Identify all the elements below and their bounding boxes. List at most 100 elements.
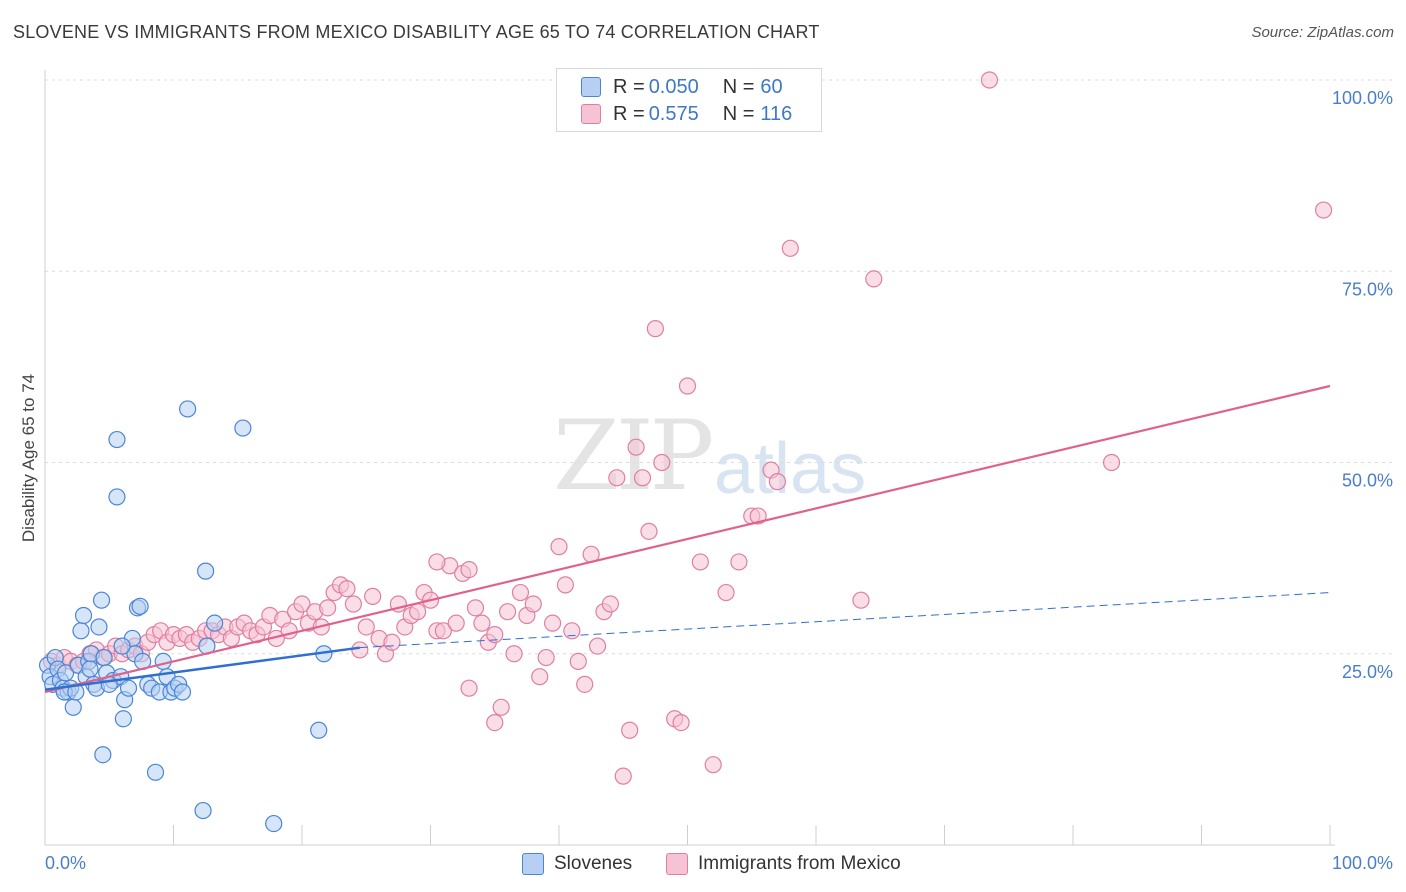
legend-n-value-1: 60 — [760, 75, 783, 98]
correlation-legend: R = 0.050 N = 60 R = 0.575 N = 116 — [556, 68, 822, 132]
mexico-point — [473, 614, 491, 632]
mexico-point — [543, 614, 562, 632]
bottom-legend-mexico: Immigrants from Mexico — [666, 850, 901, 878]
y-tick-label: 50.0% — [1342, 471, 1393, 491]
slovene-point — [173, 683, 192, 701]
mexico-point — [704, 756, 722, 774]
mexico-point — [640, 522, 658, 540]
slovene-point — [108, 488, 126, 506]
mexico-point — [563, 622, 581, 640]
slovene-point — [90, 618, 108, 636]
mexico-point — [852, 591, 870, 609]
slovene-point — [108, 430, 126, 449]
bottom-mexico-label: Immigrants from Mexico — [698, 853, 901, 874]
slovene-point — [113, 637, 131, 655]
slovenes-swatch — [581, 77, 601, 97]
mexico-point — [434, 622, 452, 640]
mexico-point — [505, 645, 523, 663]
mexico-point — [447, 614, 465, 632]
mexico-point — [781, 239, 799, 257]
slovene-point — [94, 746, 112, 764]
mexico-point — [364, 587, 382, 605]
mexico-point — [524, 595, 542, 613]
slovene-point — [64, 698, 82, 716]
mexico-point — [672, 713, 690, 732]
slovene-point — [56, 664, 75, 682]
slovene-points — [38, 400, 333, 833]
y-tick-label: 25.0% — [1342, 662, 1393, 682]
mexico-point — [466, 599, 485, 617]
slovene-point — [179, 400, 197, 418]
mexico-point — [351, 641, 369, 659]
mexico-trend-line — [44, 384, 1331, 694]
legend-r-value-2: 0.575 — [648, 102, 699, 125]
y-tick-label: 100.0% — [1332, 88, 1393, 108]
mexico-point — [486, 713, 504, 732]
mexico-point — [556, 576, 575, 594]
bottom-legend-slovenes: Slovenes — [522, 850, 632, 878]
legend-r-label-1: R = — [613, 75, 645, 98]
mexico-point — [344, 595, 362, 613]
axes — [44, 70, 1335, 846]
slovene-point — [95, 648, 113, 667]
legend-r-label-2: R = — [613, 102, 645, 125]
mexico-point — [608, 469, 626, 487]
slovene-trend-line-dashed — [359, 592, 1331, 649]
mexico-point — [550, 538, 568, 556]
slovene-point — [72, 622, 90, 640]
source-label: Source: ZipAtlas.com — [1251, 24, 1394, 41]
y-axis-label: Disability Age 65 to 74 — [19, 374, 38, 542]
slovene-point — [206, 614, 224, 632]
mexico-point — [383, 633, 401, 651]
mexico-point — [409, 603, 427, 621]
slovene-point — [146, 763, 165, 781]
slovene-point — [92, 591, 111, 609]
mexico-point — [588, 637, 607, 655]
watermark-zip: ZIP — [553, 400, 714, 512]
mexico-point — [576, 675, 594, 693]
slovene-point — [81, 660, 99, 678]
bottom-mexico-swatch — [666, 853, 688, 875]
legend-row-mexico: R = 0.575 N = 116 — [581, 102, 792, 126]
x-tick-label-max: 100.0% — [1332, 853, 1393, 873]
mexico-point — [653, 453, 671, 472]
slovene-point — [310, 721, 328, 739]
tick-labels: 25.0% 50.0% 75.0% 100.0% 0.0% 100.0% Disabilit… — [19, 88, 1393, 873]
mexico-point — [531, 668, 549, 686]
mexico-point — [569, 652, 587, 671]
legend-row-slovenes: R = 0.050 N = 60 — [581, 75, 783, 99]
mexico-swatch — [581, 104, 601, 124]
slovene-point — [119, 679, 138, 697]
mexico-point — [319, 599, 337, 617]
slovene-point — [194, 801, 212, 820]
mexico-point — [1102, 453, 1121, 472]
chart-title: SLOVENE VS IMMIGRANTS FROM MEXICO DISABI… — [13, 22, 820, 42]
x-tick-label-min: 0.0% — [45, 853, 86, 873]
slovene-point — [265, 814, 283, 833]
slovene-point — [74, 606, 93, 625]
mexico-point — [1314, 201, 1333, 219]
mexico-point — [691, 553, 709, 571]
legend-n-value-2: 116 — [760, 102, 793, 125]
mexico-point — [428, 553, 446, 571]
slovene-point — [234, 419, 252, 437]
mexico-point — [492, 698, 510, 716]
mexico-point — [865, 270, 883, 288]
mexico-point — [460, 679, 478, 697]
mexico-point — [768, 473, 787, 491]
slovene-point — [197, 562, 215, 580]
mexico-point — [621, 721, 639, 739]
mexico-point — [460, 560, 478, 579]
legend-r-value-1: 0.050 — [648, 75, 699, 98]
slovene-point — [114, 710, 132, 728]
mexico-point — [293, 595, 311, 613]
mexico-point — [614, 767, 632, 785]
mexico-point — [537, 648, 555, 667]
legend-n-label-2: N = — [722, 102, 755, 125]
mexico-point — [357, 618, 375, 636]
bottom-slovenes-swatch — [522, 853, 544, 875]
slovene-trend-line — [44, 646, 360, 691]
mexico-point — [749, 507, 767, 525]
bottom-slovenes-label: Slovenes — [554, 853, 633, 874]
